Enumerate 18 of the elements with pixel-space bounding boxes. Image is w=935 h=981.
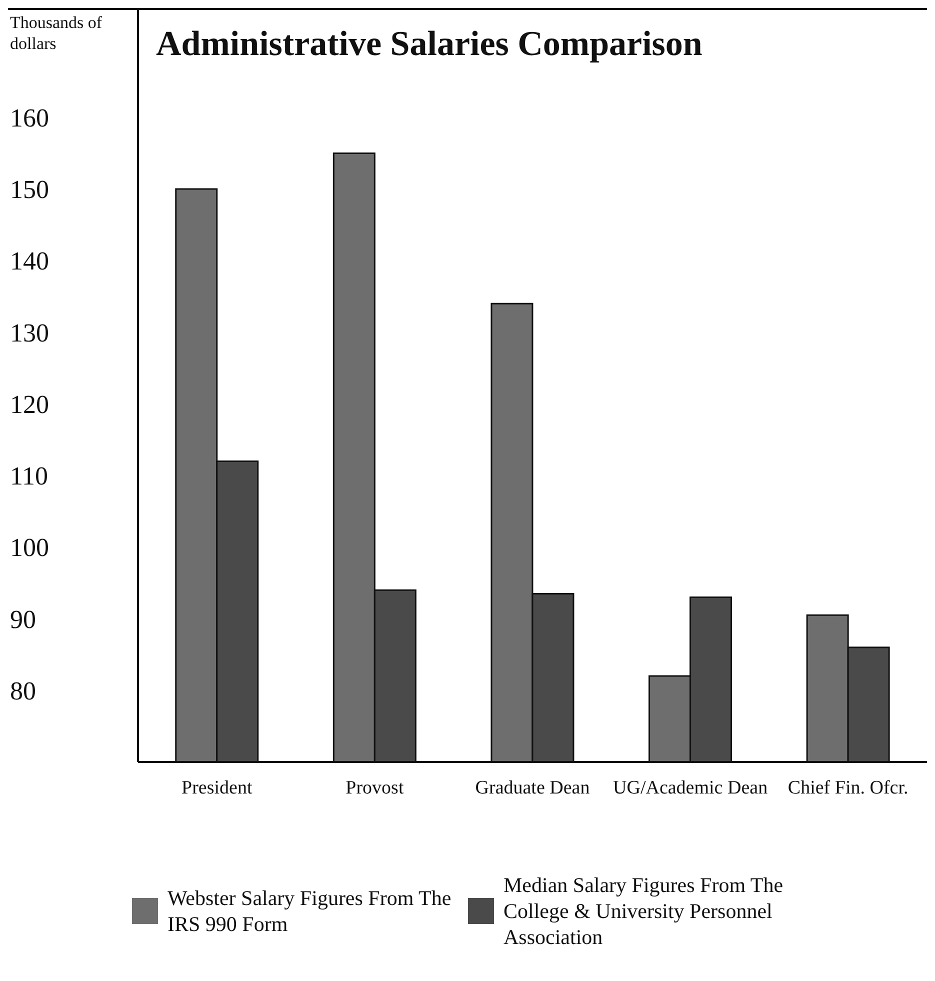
y-tick-label: 140 [10,246,49,276]
y-axis-title: Thousands of dollars [10,12,104,54]
y-tick-label: 90 [10,604,36,634]
x-tick-label: Provost [346,777,404,798]
y-tick-label: 110 [10,462,48,491]
legend-label: Median Salary Figures From The College & University Personnel Association [504,872,784,950]
chart-title: Administrative Salaries Comparison [156,24,702,64]
y-tick-label: 120 [10,390,49,419]
y-tick-label: 130 [10,318,49,348]
legend-label: Webster Salary Figures From The IRS 990 Form [168,885,452,937]
x-tick-label: Chief Fin. Ofcr. [788,777,908,798]
y-tick-label: 160 [10,103,49,132]
x-tick-label: UG/Academic Dean [613,777,768,798]
x-tick-label: Graduate Dean [475,777,590,798]
y-tick-label: 100 [10,533,49,562]
x-tick-label: President [182,777,253,798]
y-tick-label: 80 [10,676,36,706]
y-tick-label: 150 [10,175,49,204]
